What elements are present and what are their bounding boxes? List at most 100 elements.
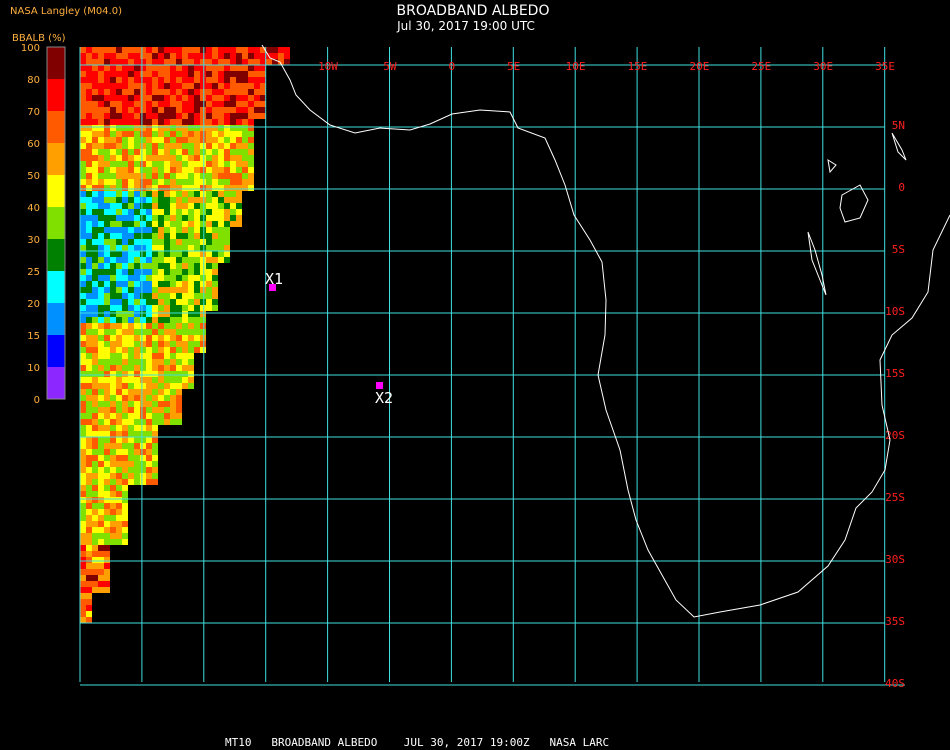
albedo-cell <box>230 137 236 143</box>
albedo-cell <box>146 377 152 383</box>
albedo-cell <box>92 59 98 65</box>
albedo-cell <box>170 419 176 425</box>
albedo-cell <box>188 101 194 107</box>
albedo-cell <box>170 95 176 101</box>
albedo-cell <box>110 413 116 419</box>
albedo-cell <box>170 227 176 233</box>
albedo-cell <box>128 293 134 299</box>
albedo-cell <box>146 299 152 305</box>
albedo-cell <box>158 47 164 53</box>
albedo-cell <box>164 101 170 107</box>
albedo-cell <box>200 233 206 239</box>
albedo-cell <box>98 569 104 575</box>
albedo-cell <box>122 107 128 113</box>
albedo-cell <box>92 191 98 197</box>
albedo-cell <box>164 419 170 425</box>
albedo-cell <box>188 323 194 329</box>
albedo-cell <box>158 305 164 311</box>
albedo-cell <box>110 185 116 191</box>
albedo-cell <box>86 521 92 527</box>
albedo-cell <box>116 437 122 443</box>
albedo-cell <box>158 371 164 377</box>
albedo-cell <box>170 317 176 323</box>
albedo-cell <box>224 191 230 197</box>
albedo-cell <box>116 341 122 347</box>
albedo-cell <box>212 281 218 287</box>
albedo-cell <box>224 185 230 191</box>
albedo-cell <box>80 101 86 107</box>
albedo-cell <box>110 311 116 317</box>
albedo-cell <box>92 551 98 557</box>
albedo-cell <box>80 143 86 149</box>
albedo-cell <box>182 269 188 275</box>
albedo-cell <box>134 467 140 473</box>
albedo-cell <box>212 83 218 89</box>
albedo-cell <box>182 257 188 263</box>
albedo-cell <box>236 95 242 101</box>
albedo-cell <box>80 329 86 335</box>
albedo-cell <box>92 533 98 539</box>
albedo-cell <box>230 47 236 53</box>
albedo-cell <box>182 47 188 53</box>
albedo-cell <box>104 245 110 251</box>
albedo-cell <box>188 239 194 245</box>
albedo-cell <box>116 515 122 521</box>
albedo-cell <box>122 317 128 323</box>
albedo-cell <box>152 149 158 155</box>
albedo-cell <box>92 359 98 365</box>
albedo-cell <box>104 431 110 437</box>
albedo-cell <box>140 281 146 287</box>
albedo-cell <box>218 65 224 71</box>
albedo-cell <box>104 113 110 119</box>
albedo-cell <box>170 407 176 413</box>
albedo-cell <box>254 113 260 119</box>
albedo-cell <box>224 71 230 77</box>
albedo-cell <box>134 95 140 101</box>
albedo-cell <box>248 143 254 149</box>
albedo-cell <box>104 467 110 473</box>
albedo-cell <box>248 101 254 107</box>
albedo-cell <box>146 215 152 221</box>
albedo-cell <box>158 89 164 95</box>
albedo-cell <box>140 377 146 383</box>
albedo-cell <box>146 335 152 341</box>
albedo-cell <box>86 557 92 563</box>
albedo-cell <box>104 275 110 281</box>
albedo-cell <box>170 77 176 83</box>
legend-swatch <box>47 143 65 175</box>
albedo-cell <box>92 383 98 389</box>
albedo-cell <box>152 137 158 143</box>
albedo-cell <box>104 407 110 413</box>
albedo-cell <box>236 173 242 179</box>
albedo-cell <box>206 77 212 83</box>
albedo-cell <box>206 227 212 233</box>
albedo-cell <box>116 203 122 209</box>
albedo-cell <box>176 65 182 71</box>
albedo-cell <box>86 269 92 275</box>
albedo-cell <box>92 473 98 479</box>
albedo-cell <box>182 77 188 83</box>
albedo-cell <box>80 605 86 611</box>
albedo-cell <box>206 245 212 251</box>
albedo-cell <box>86 89 92 95</box>
albedo-cell <box>248 65 254 71</box>
albedo-cell <box>158 257 164 263</box>
albedo-cell <box>80 575 86 581</box>
albedo-cell <box>236 149 242 155</box>
albedo-cell <box>80 155 86 161</box>
albedo-cell <box>188 209 194 215</box>
albedo-cell <box>134 455 140 461</box>
albedo-cell <box>140 467 146 473</box>
albedo-cell <box>110 221 116 227</box>
albedo-cell <box>80 461 86 467</box>
lon-label: 15E <box>628 60 648 73</box>
albedo-cell <box>92 407 98 413</box>
albedo-cell <box>164 239 170 245</box>
albedo-cell <box>194 191 200 197</box>
albedo-cell <box>176 197 182 203</box>
albedo-cell <box>86 71 92 77</box>
albedo-cell <box>158 347 164 353</box>
albedo-cell <box>98 545 104 551</box>
albedo-cell <box>176 281 182 287</box>
albedo-cell <box>200 125 206 131</box>
